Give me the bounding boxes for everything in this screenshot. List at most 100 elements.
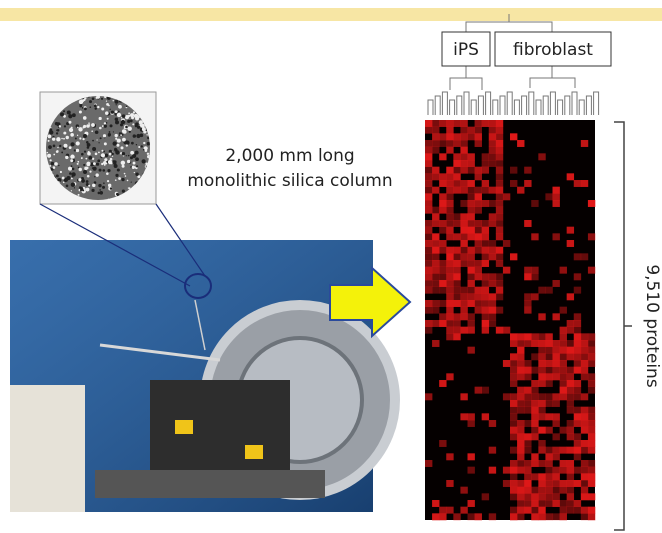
speckle	[132, 111, 136, 114]
heatmap-cell	[559, 373, 567, 381]
heatmap-cell	[545, 340, 553, 347]
heatmap-cell	[446, 173, 454, 181]
speckle	[70, 182, 76, 187]
heatmap-cell	[510, 426, 518, 434]
heatmap-cell	[460, 246, 468, 254]
heatmap-cell	[446, 253, 454, 261]
heatmap-cell	[573, 480, 582, 487]
heatmap-cell	[467, 213, 475, 221]
heatmap-cell	[432, 260, 440, 267]
heatmap-cell	[453, 286, 461, 294]
heatmap-cell	[453, 160, 461, 167]
heatmap-cell	[446, 146, 454, 154]
speckle	[88, 184, 91, 187]
heatmap-cell	[495, 246, 504, 254]
heatmap-cell	[559, 346, 567, 354]
speckle	[77, 193, 80, 196]
speckle	[92, 166, 97, 171]
speckle	[116, 138, 121, 143]
heatmap-cell	[425, 240, 433, 247]
heatmap-cell	[474, 260, 482, 267]
speckle	[97, 105, 100, 109]
heatmap-cell	[545, 400, 553, 407]
heatmap-cell	[474, 240, 482, 247]
heatmap-cell	[460, 240, 468, 247]
heatmap-cell	[432, 206, 440, 214]
heatmap-cell	[460, 166, 468, 174]
heatmap-cell	[460, 293, 468, 301]
heatmap-cell	[460, 220, 468, 227]
speckle	[66, 153, 68, 156]
heatmap-cell	[453, 186, 461, 194]
heatmap-cell	[425, 180, 433, 187]
heatmap-cell	[538, 480, 546, 487]
heatmap-cell	[432, 213, 440, 221]
speckle	[91, 130, 93, 133]
heatmap-cell	[495, 180, 504, 187]
heatmap-cell	[481, 300, 490, 307]
speckle	[114, 110, 118, 114]
heatmap-cell	[545, 373, 553, 381]
heatmap-cell	[545, 360, 553, 367]
heatmap-cell	[446, 120, 454, 127]
heatmap-cell	[495, 280, 504, 287]
heatmap-cell	[460, 486, 468, 494]
heatmap-cell	[524, 393, 532, 401]
speckle	[88, 124, 91, 126]
heatmap-cell	[446, 320, 454, 327]
heatmap-cell	[467, 300, 475, 307]
speckle	[82, 116, 87, 120]
heatmap-cell	[587, 373, 596, 381]
heatmap-cell	[481, 200, 490, 207]
group-label: fibroblast	[513, 40, 593, 60]
speckle	[113, 163, 118, 168]
speckle	[63, 137, 65, 140]
heatmap-cell	[545, 453, 553, 461]
heatmap-cell	[460, 140, 468, 147]
speckle	[118, 104, 122, 109]
speckle	[58, 125, 62, 128]
speckle	[99, 189, 101, 191]
heatmap-cell	[510, 446, 518, 454]
heatmap-cell	[531, 293, 539, 301]
instrument-photo	[10, 240, 400, 512]
speckle	[53, 153, 56, 156]
heatmap-cell	[559, 266, 567, 274]
speckle	[125, 155, 127, 157]
group-label: iPS	[453, 40, 479, 60]
heatmap-cell	[517, 420, 525, 427]
heatmap-cell	[531, 486, 539, 494]
heatmap-cell	[573, 180, 582, 187]
speckle	[109, 157, 113, 161]
heatmap-cell	[467, 266, 475, 274]
heatmap-cell	[538, 153, 546, 161]
heatmap-cell	[566, 406, 575, 414]
heatmap-cell	[517, 466, 525, 474]
heatmap-cell	[566, 393, 575, 401]
heatmap-cell	[573, 346, 582, 354]
speckle	[48, 145, 52, 150]
speckle	[99, 126, 102, 130]
speckle	[135, 122, 139, 126]
speckle	[94, 130, 99, 135]
heatmap-cell	[495, 206, 504, 214]
heatmap-cell	[531, 433, 539, 441]
heatmap-cell	[453, 320, 461, 327]
speckle	[68, 120, 72, 124]
heatmap-cell	[446, 280, 454, 287]
speckle	[111, 155, 114, 157]
heatmap-cell	[474, 126, 482, 134]
speckle	[82, 126, 85, 129]
heatmap-cell	[545, 413, 553, 421]
leaf	[535, 99, 542, 115]
heatmap-cell	[552, 373, 560, 381]
heatmap-cell	[453, 180, 461, 187]
heatmap-cell	[488, 220, 497, 227]
heatmap-cell	[481, 166, 490, 174]
heatmap-cell	[495, 220, 504, 227]
heatmap-cell	[538, 426, 546, 434]
heatmap-cell	[467, 273, 475, 281]
speckle	[78, 188, 81, 191]
speckle	[95, 162, 100, 166]
heatmap-cell	[460, 213, 468, 221]
